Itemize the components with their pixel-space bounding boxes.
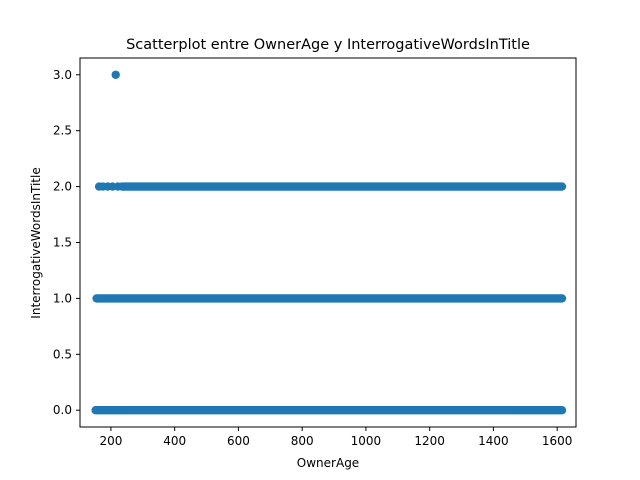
x-tick-label: 1600	[542, 434, 573, 448]
plot-frame	[79, 57, 577, 428]
x-tick-label: 1400	[478, 434, 509, 448]
x-tick-label: 800	[291, 434, 314, 448]
data-point	[113, 182, 123, 191]
x-tick-label: 1200	[414, 434, 445, 448]
y-tick-label: 1.0	[53, 291, 72, 305]
x-axis-label: OwnerAge	[297, 456, 359, 470]
y-axis-label: InterrogativeWordsInTitle	[29, 167, 43, 318]
x-axis-ticks: 200 400 600 800 1000 1200 1400 1600	[99, 427, 572, 448]
x-tick-label: 200	[99, 434, 122, 448]
y-tick-label: 3.0	[53, 68, 72, 82]
y-tick-label: 2.0	[53, 180, 72, 194]
y-tick-label: 0.0	[53, 403, 72, 417]
y-tick-label: 2.5	[53, 124, 72, 138]
chart-title: Scatterplot entre OwnerAge y Interrogati…	[126, 37, 530, 53]
data-point	[111, 70, 120, 79]
x-tick-label: 600	[227, 434, 250, 448]
x-tick-label: 1000	[351, 434, 382, 448]
y-tick-label: 0.5	[53, 347, 72, 361]
x-tick-label: 400	[163, 434, 186, 448]
plot-area	[91, 70, 567, 415]
y-axis-ticks: 0.0 0.5 1.0 1.5 2.0 2.5 3.0	[53, 68, 80, 417]
y-tick-label: 1.5	[53, 236, 72, 250]
